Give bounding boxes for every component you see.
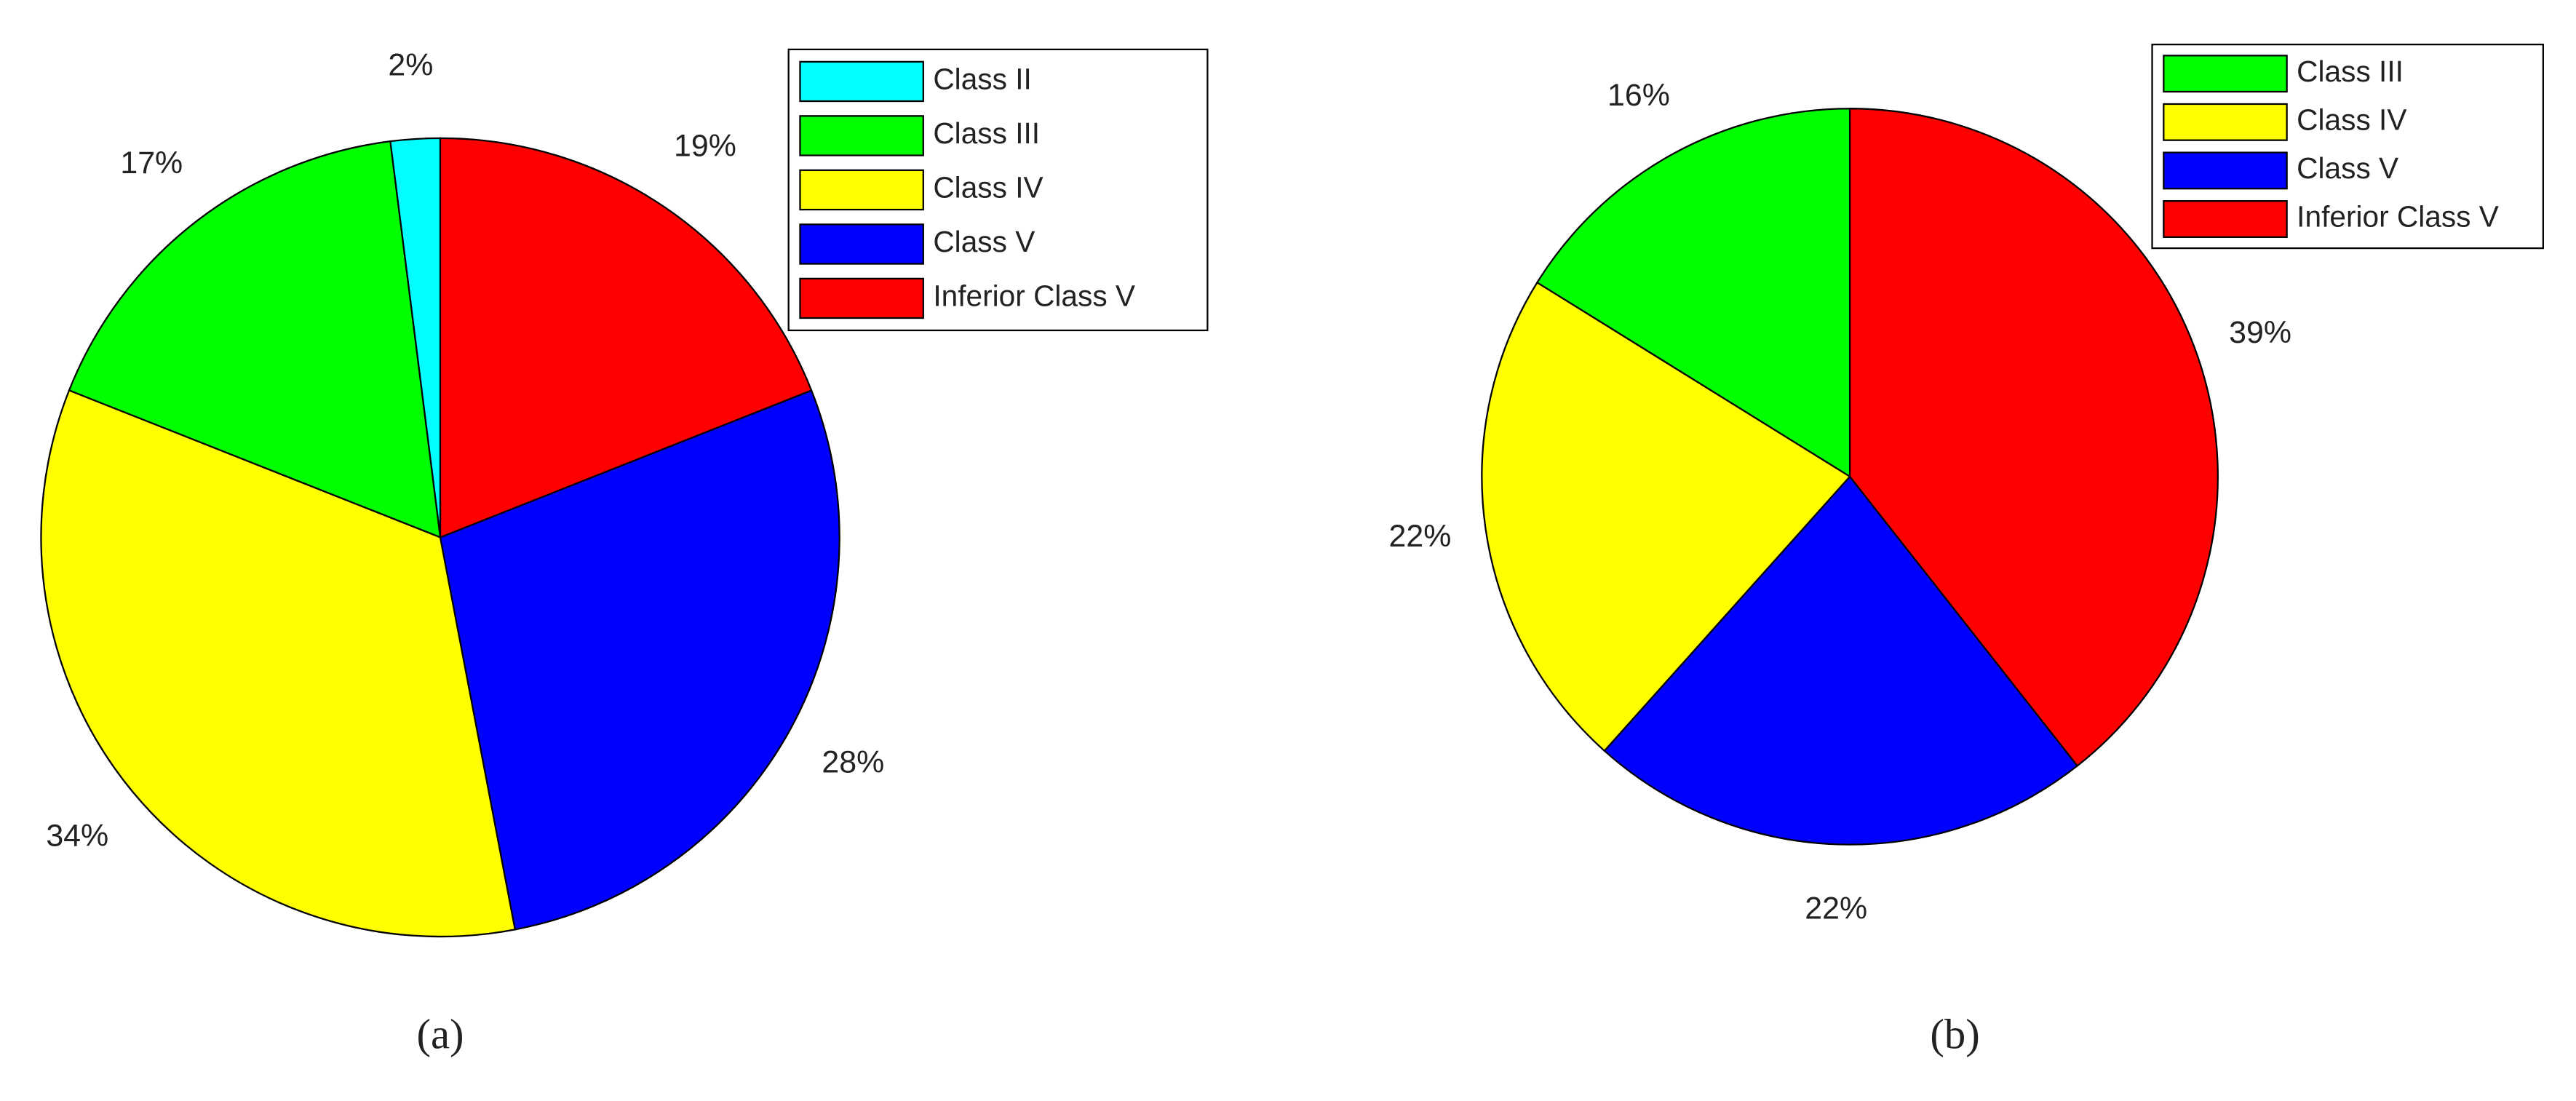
- legend-label: Class V: [2297, 151, 2398, 185]
- legend-label: Class V: [933, 225, 1035, 258]
- legend-swatch: [2163, 103, 2288, 141]
- legend-swatch: [799, 277, 924, 319]
- legend-label: Class IV: [2297, 103, 2406, 137]
- legend-swatch: [2163, 151, 2288, 190]
- slice-label: 22%: [1805, 891, 1867, 926]
- legend-swatch: [799, 115, 924, 156]
- chart: 16% 22% 22% 39% Class III Class IV Class V Infe…: [1389, 44, 2544, 1057]
- slice-label: 17%: [120, 146, 183, 180]
- legend-label: Class III: [933, 116, 1040, 150]
- caption: (a): [416, 1010, 464, 1057]
- pie-slice: [1481, 281, 1851, 752]
- pie-slice: [1535, 108, 1851, 478]
- pie-slice: [439, 137, 813, 539]
- pie-slice: [1603, 475, 2079, 846]
- slice-label: 2%: [388, 48, 433, 83]
- legend-swatch: [799, 169, 924, 211]
- legend-swatch: [2163, 200, 2288, 238]
- slice-label: 16%: [1607, 78, 1670, 113]
- caption: (b): [1930, 1010, 1979, 1057]
- chart: 2% 17% 34% 28% 19% Class II Class III Class IV C…: [40, 48, 1209, 1057]
- slice-label: 34%: [46, 818, 108, 853]
- slice-label: 22%: [1389, 519, 1452, 554]
- pie-slice: [40, 389, 517, 938]
- legend-swatch: [799, 60, 924, 103]
- legend-label: Class III: [2297, 55, 2404, 88]
- slice-label: 39%: [2229, 315, 2291, 350]
- legend-label: Inferior Class V: [933, 279, 1135, 313]
- legend-label: Class II: [933, 63, 1031, 96]
- legend-label: Inferior Class V: [2297, 200, 2499, 234]
- slice-label: 28%: [822, 745, 884, 780]
- pie-slice: [1848, 108, 2219, 768]
- slice-label: 19%: [674, 128, 736, 163]
- pie-slice: [68, 140, 442, 539]
- legend-swatch: [799, 223, 924, 265]
- pie-slice: [439, 389, 840, 931]
- legend-label: Class IV: [933, 171, 1043, 204]
- legend-swatch: [2163, 55, 2288, 93]
